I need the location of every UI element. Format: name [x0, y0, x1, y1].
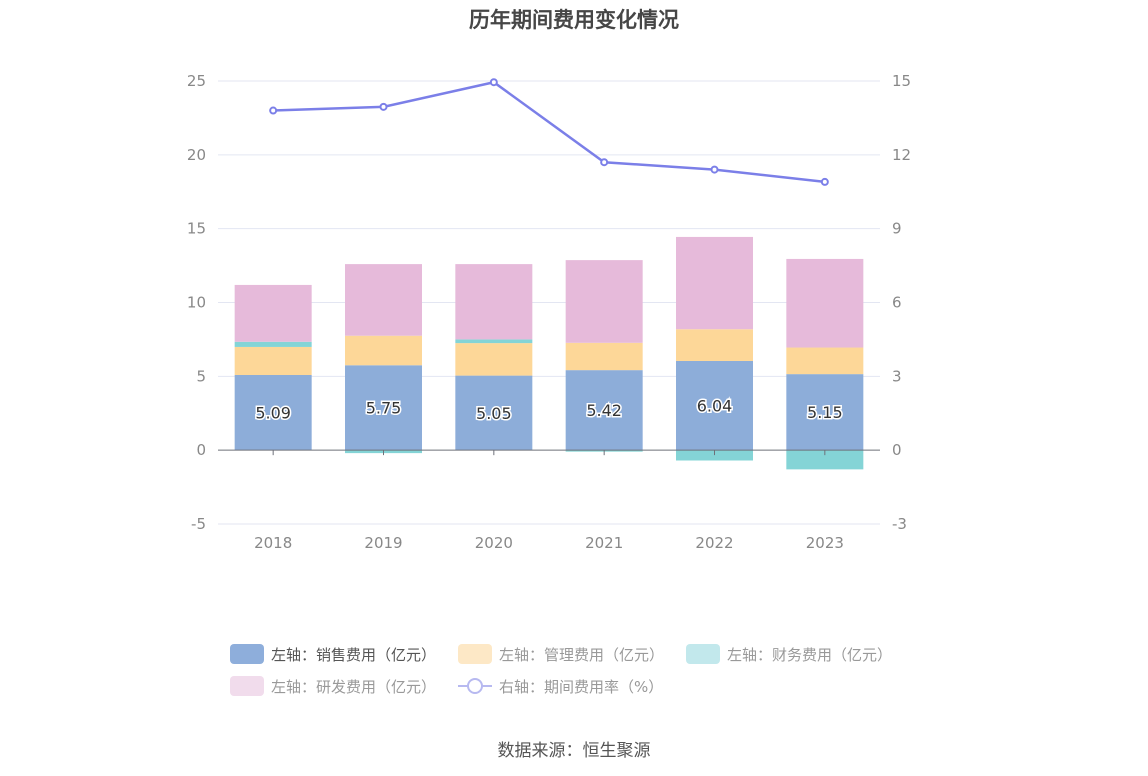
rate-point [820, 177, 829, 186]
legend-item-finance[interactable]: 左轴：财务费用（亿元） [686, 644, 892, 665]
bar-data-label: 6.04 [697, 397, 733, 416]
y-right-tick-label: 15 [892, 72, 911, 90]
legend-label-rate: 右轴：期间费用率（%） [499, 677, 664, 696]
y-left-tick-label: 20 [187, 146, 206, 164]
bar-1-2019 [345, 335, 422, 366]
y-right-tick-label: 3 [892, 367, 902, 385]
legend-item-sales[interactable]: 左轴：销售费用（亿元） [230, 644, 436, 665]
rate-point [489, 78, 498, 87]
bar-3-2019 [345, 264, 422, 336]
bar-data-label: 5.42 [586, 401, 622, 420]
y-left-tick-label: -5 [191, 515, 206, 533]
legend-swatch-rnd [230, 676, 264, 696]
y-right-tick-label: 0 [892, 441, 902, 459]
bar-2-2018 [234, 341, 312, 347]
rate-line [273, 80, 825, 184]
bar-1-2021 [565, 342, 643, 371]
legend-label-admin: 左轴：管理费用（亿元） [499, 645, 665, 664]
bar-0-2018 [234, 375, 312, 451]
x-tick-label: 2018 [254, 534, 292, 552]
bar-data-label: 5.05 [476, 404, 512, 423]
data-source: 数据来源：恒生聚源 [497, 741, 651, 761]
x-tick-label: 2022 [695, 534, 733, 552]
x-tick-label: 2023 [806, 534, 844, 552]
bar-1-2018 [234, 346, 312, 376]
bar-0-2021 [565, 370, 643, 451]
legend-item-admin[interactable]: 左轴：管理费用（亿元） [458, 644, 664, 665]
y-right-tick-label: -3 [892, 515, 907, 533]
y-left-tick-label: 0 [196, 441, 206, 459]
bar-1-2022 [676, 329, 753, 361]
legend-label-sales: 左轴：销售费用（亿元） [271, 645, 437, 664]
bar-3-2021 [565, 260, 643, 343]
y-left-tick-label: 15 [187, 220, 206, 238]
legend-line-icon [458, 676, 493, 696]
bar-3-2023 [786, 258, 864, 348]
legend-swatch-admin [458, 644, 493, 664]
bar-1-2020 [455, 343, 533, 376]
y-left-tick-label: 5 [196, 367, 206, 385]
x-tick-label: 2020 [475, 534, 513, 552]
rate-point [379, 102, 388, 111]
bar-3-2022 [676, 236, 753, 330]
x-tick-label: 2021 [585, 534, 623, 552]
y-left-tick-label: 10 [187, 294, 206, 312]
legend-item-rnd[interactable]: 左轴：研发费用（亿元） [230, 676, 436, 697]
bar-2-2023 [786, 450, 864, 470]
chart-title: 历年期间费用变化情况 [469, 8, 679, 32]
bar-2-2020 [455, 339, 533, 344]
legend-row-1: 左轴：销售费用（亿元） 左轴：管理费用（亿元） 左轴：财务费用（亿元） [230, 638, 950, 670]
y-right-tick-label: 6 [892, 294, 902, 312]
bar-0-2019 [345, 365, 422, 451]
legend-row-2: 左轴：研发费用（亿元） 右轴：期间费用率（%） [230, 670, 950, 702]
bar-3-2020 [455, 264, 533, 340]
bar-2-2022 [676, 450, 753, 461]
legend-label-rnd: 左轴：研发费用（亿元） [271, 677, 437, 696]
bar-0-2020 [455, 375, 533, 451]
bar-data-label: 5.09 [255, 404, 291, 423]
x-tick-label: 2019 [364, 534, 402, 552]
rate-point [600, 158, 609, 167]
bar-data-label: 5.15 [807, 403, 843, 422]
bar-0-2023 [786, 374, 864, 451]
legend-swatch-finance [686, 644, 721, 664]
rate-point [710, 165, 719, 174]
chart-plot: -5 0 5 10 15 20 25 -3 0 3 6 9 12 15 2018 2019 2020 2021 20… [187, 72, 911, 552]
bar-data-label: 5.75 [366, 399, 402, 418]
rate-point [269, 106, 278, 115]
legend-label-finance: 左轴：财务费用（亿元） [727, 645, 893, 664]
y-right-tick-label: 12 [892, 146, 911, 164]
bar-1-2023 [786, 347, 864, 375]
y-left-tick-label: 25 [187, 72, 206, 90]
chart-legend: 左轴：销售费用（亿元） 左轴：管理费用（亿元） 左轴：财务费用（亿元） 左轴：研… [230, 638, 950, 702]
legend-swatch-sales [230, 644, 264, 664]
bar-3-2018 [234, 284, 312, 342]
legend-item-rate[interactable]: 右轴：期间费用率（%） [458, 676, 663, 697]
bar-0-2022 [676, 360, 753, 451]
y-right-tick-label: 9 [892, 220, 902, 238]
